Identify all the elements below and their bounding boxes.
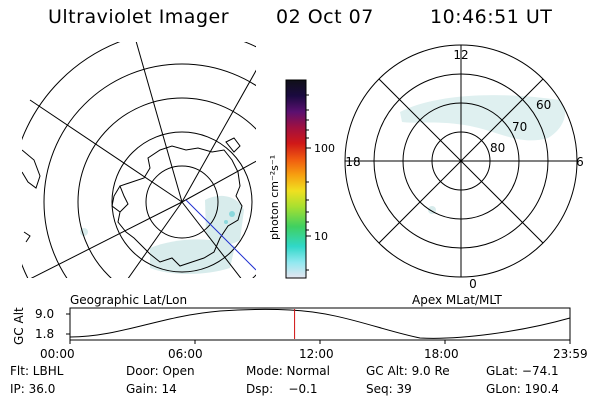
mlat-label-60: 60: [536, 98, 551, 112]
island-outline: [225, 137, 241, 153]
status-gc-alt: GC Alt: 9.0 Re: [366, 364, 450, 378]
colorbar-tick-label-10: 10: [314, 230, 328, 243]
south-america-coast: [22, 149, 41, 189]
altitude-curve: [69, 308, 571, 339]
altitude-timeline: 9.0 1.8 GC Alt 00:00 06:00 12:00 18:00 2…: [12, 307, 588, 361]
mlt-label-18: 18: [345, 155, 360, 169]
aurora-emission-geo: [80, 195, 244, 274]
xtick-0600: 06:00: [168, 347, 203, 361]
ross-ice-shelf: [111, 185, 121, 213]
antarctica-coastline: [117, 145, 243, 267]
status-gain: Gain: 14: [126, 382, 177, 396]
instrument-title: Ultraviolet Imager: [48, 6, 230, 28]
aurora-bright-spots: [224, 211, 235, 224]
geographic-map: [22, 42, 256, 278]
status-glon: GLon: 190.4: [486, 382, 559, 396]
status-mode: Mode: Normal: [246, 364, 330, 378]
colorbar-body: [285, 79, 307, 279]
island-outline-2: [23, 231, 31, 243]
colorbar-minor-ticks: [306, 94, 309, 271]
meridians: [29, 42, 256, 278]
status-seq: Seq: 39: [366, 382, 412, 396]
status-ip: IP: 36.0: [10, 382, 56, 396]
timeline-ticks: [66, 313, 571, 344]
left-panel-caption: Geographic Lat/Lon: [70, 293, 188, 307]
mlt-label-6: 6: [576, 155, 584, 169]
xtick-0000: 00:00: [40, 347, 75, 361]
colorbar-tick-label-100: 100: [314, 142, 335, 155]
colorbar-unit-label: photon cm⁻²s⁻¹: [268, 155, 281, 240]
mlt-lines: [345, 45, 577, 277]
mlt-label-12: 12: [453, 48, 468, 62]
ytick-9.0: 9.0: [35, 307, 54, 321]
right-panel-caption: Apex MLat/MLT: [412, 293, 502, 307]
orbit-track: [185, 199, 256, 271]
latitude-circles: [22, 42, 256, 278]
ytick-1.8: 1.8: [35, 327, 54, 341]
image-date: 02 Oct 07: [276, 6, 374, 28]
xtick-1800: 18:00: [424, 347, 459, 361]
xtick-1200: 12:00: [299, 347, 334, 361]
colorbar: 100 10 photon cm⁻²s⁻¹: [268, 79, 335, 279]
mlat-label-80: 80: [490, 141, 505, 155]
mlt-label-0: 0: [469, 277, 477, 291]
image-time: 10:46:51 UT: [430, 6, 553, 28]
status-door: Door: Open: [126, 364, 195, 378]
status-glat: GLat: −74.1: [486, 364, 559, 378]
mlat-label-70: 70: [512, 120, 527, 134]
altitude-ylabel: GC Alt: [12, 307, 26, 345]
apex-polar-plot: 12 0 18 6 60 70 80: [344, 44, 584, 291]
xtick-2359: 23:59: [553, 347, 588, 361]
status-dsp: Dsp: −0.1: [246, 382, 318, 396]
status-filter: Flt: LBHL: [10, 364, 64, 378]
